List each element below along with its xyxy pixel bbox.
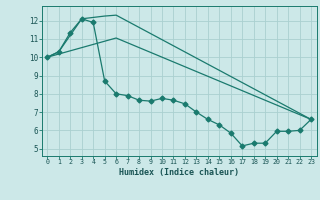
X-axis label: Humidex (Indice chaleur): Humidex (Indice chaleur)	[119, 168, 239, 177]
